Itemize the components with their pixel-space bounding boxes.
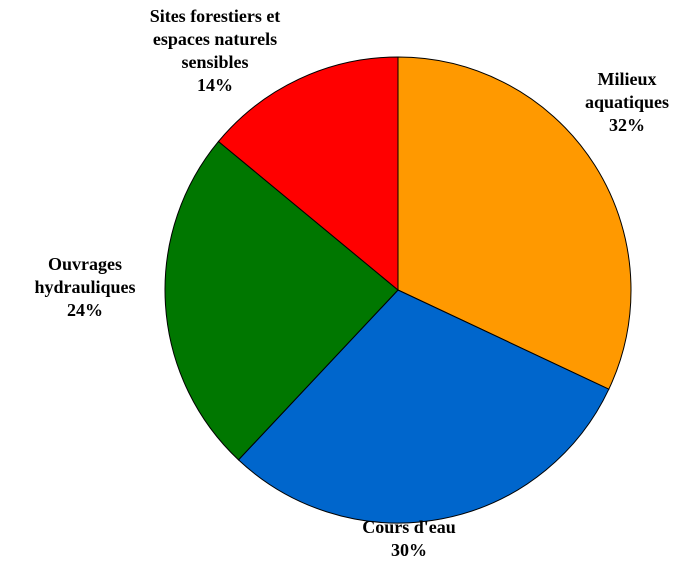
slice-percent-label: 30% [391, 540, 427, 560]
slice-category-label: hydrauliques [34, 277, 135, 297]
slice-category-label: sensibles [181, 52, 248, 72]
slice-percent-label: 32% [609, 115, 645, 135]
pie-slices [164, 56, 632, 524]
slice-label: Cours d'eau 30% [362, 517, 456, 560]
slice-category-label: Ouvrages [48, 254, 122, 274]
pie-slice [217, 56, 399, 292]
slice-label: Sites forestiers et espaces naturels sensi… [150, 6, 281, 95]
slice-category-label: Cours d'eau [362, 517, 456, 537]
pie-slice [397, 56, 632, 390]
pie-labels: Milieux aquatiques 32% Cours d'eau 30% Ouvrag… [34, 6, 669, 560]
slice-label: Milieux aquatiques 32% [585, 69, 669, 135]
slice-category-label: espaces naturels [153, 29, 277, 49]
slice-percent-label: 14% [197, 75, 233, 95]
slice-percent-label: 24% [67, 300, 103, 320]
slice-category-label: aquatiques [585, 92, 669, 112]
slice-label: Ouvrages hydrauliques 24% [34, 254, 135, 320]
pie-slice [164, 140, 399, 461]
pie-slice [237, 289, 610, 524]
slice-category-label: Milieux [598, 69, 657, 89]
slice-category-label: Sites forestiers et [150, 6, 281, 26]
